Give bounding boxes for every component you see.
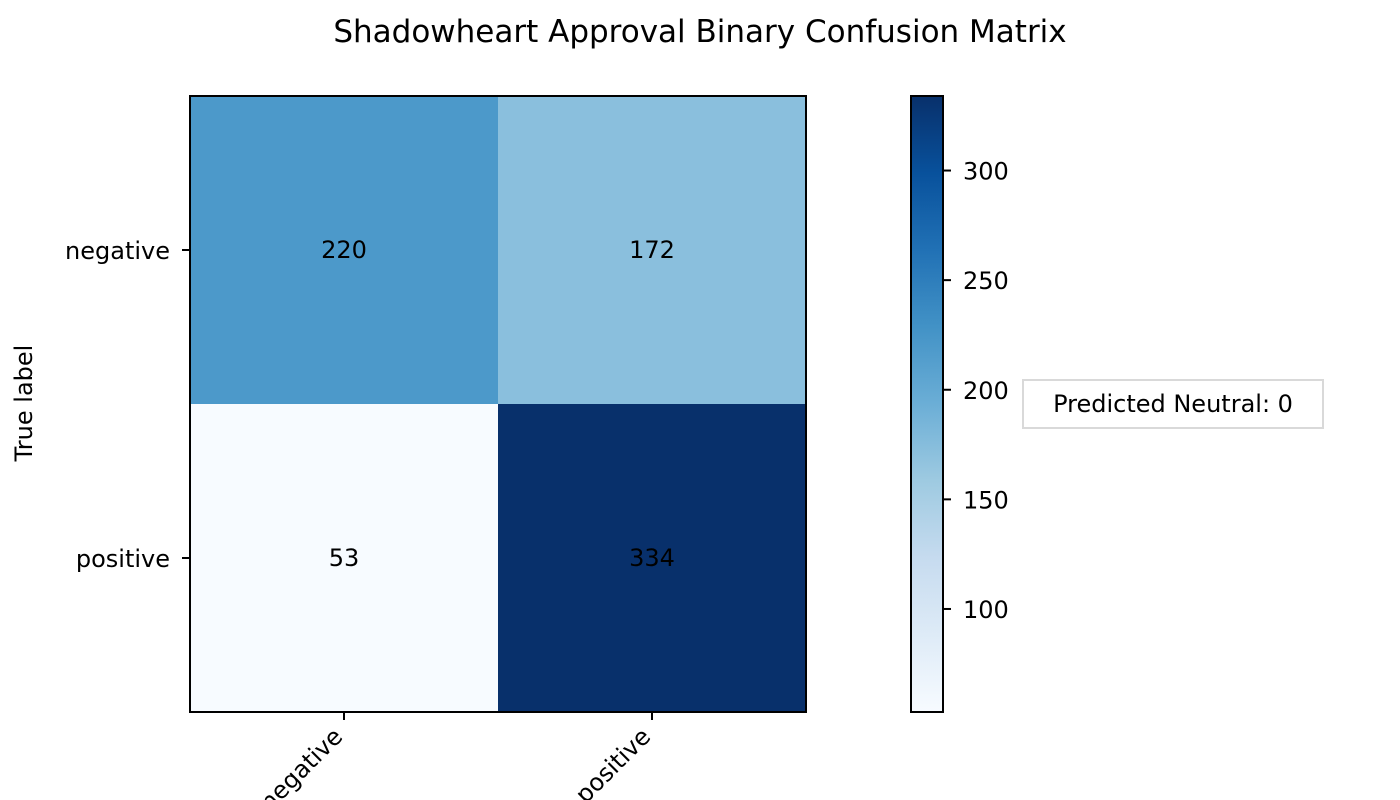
colorbar-tick-label: 150 — [963, 486, 1009, 514]
matrix-cell-labels: 220 172 53 334 — [321, 236, 675, 572]
y-tick-label: positive — [76, 545, 170, 573]
cell-value-label: 334 — [629, 544, 675, 572]
matrix-cell — [498, 96, 806, 404]
predicted-neutral-text: Predicted Neutral: 0 — [1053, 390, 1293, 418]
cell-value-label: 220 — [321, 236, 367, 264]
colorbar-tick-label: 300 — [963, 158, 1009, 186]
matrix-cell — [498, 404, 806, 712]
y-tick-label: negative — [65, 237, 170, 265]
colorbar — [910, 95, 944, 713]
matrix-frame — [189, 95, 807, 713]
x-axis-ticks: negative positive — [254, 712, 656, 800]
colorbar-tick-label: 100 — [963, 596, 1009, 624]
x-tick-label: positive — [570, 722, 656, 800]
colorbar-ticks: 100 150 200 250 300 — [943, 158, 1009, 624]
colorbar-tick-label: 200 — [963, 377, 1009, 405]
y-axis-label: True label — [10, 345, 38, 463]
matrix-cell — [190, 96, 498, 404]
matrix-cell — [190, 404, 498, 712]
predicted-neutral-box: Predicted Neutral: 0 — [1022, 379, 1324, 429]
x-tick-label: negative — [254, 722, 348, 800]
chart-title: Shadowheart Approval Binary Confusion Ma… — [333, 14, 1066, 50]
cell-value-label: 53 — [329, 544, 360, 572]
matrix-cells — [190, 96, 806, 712]
y-axis-ticks: negative positive — [65, 237, 190, 573]
colorbar-tick-label: 250 — [963, 267, 1009, 295]
cell-value-label: 172 — [629, 236, 675, 264]
